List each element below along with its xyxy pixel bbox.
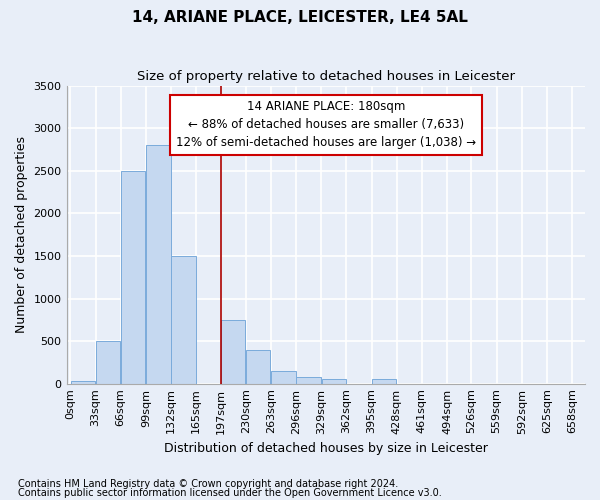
Bar: [271, 371, 296, 384]
Bar: [322, 380, 346, 384]
Bar: [296, 378, 321, 384]
Bar: [121, 170, 145, 384]
Bar: [172, 256, 196, 384]
Text: 14, ARIANE PLACE, LEICESTER, LE4 5AL: 14, ARIANE PLACE, LEICESTER, LE4 5AL: [132, 10, 468, 25]
Bar: [221, 320, 245, 384]
Text: 14 ARIANE PLACE: 180sqm
← 88% of detached houses are smaller (7,633)
12% of semi: 14 ARIANE PLACE: 180sqm ← 88% of detache…: [176, 100, 476, 150]
Title: Size of property relative to detached houses in Leicester: Size of property relative to detached ho…: [137, 70, 515, 83]
Y-axis label: Number of detached properties: Number of detached properties: [15, 136, 28, 333]
Bar: [71, 381, 95, 384]
Bar: [96, 341, 120, 384]
X-axis label: Distribution of detached houses by size in Leicester: Distribution of detached houses by size …: [164, 442, 488, 455]
Text: Contains HM Land Registry data © Crown copyright and database right 2024.: Contains HM Land Registry data © Crown c…: [18, 479, 398, 489]
Bar: [146, 145, 170, 384]
Bar: [246, 350, 271, 384]
Text: Contains public sector information licensed under the Open Government Licence v3: Contains public sector information licen…: [18, 488, 442, 498]
Bar: [372, 380, 396, 384]
